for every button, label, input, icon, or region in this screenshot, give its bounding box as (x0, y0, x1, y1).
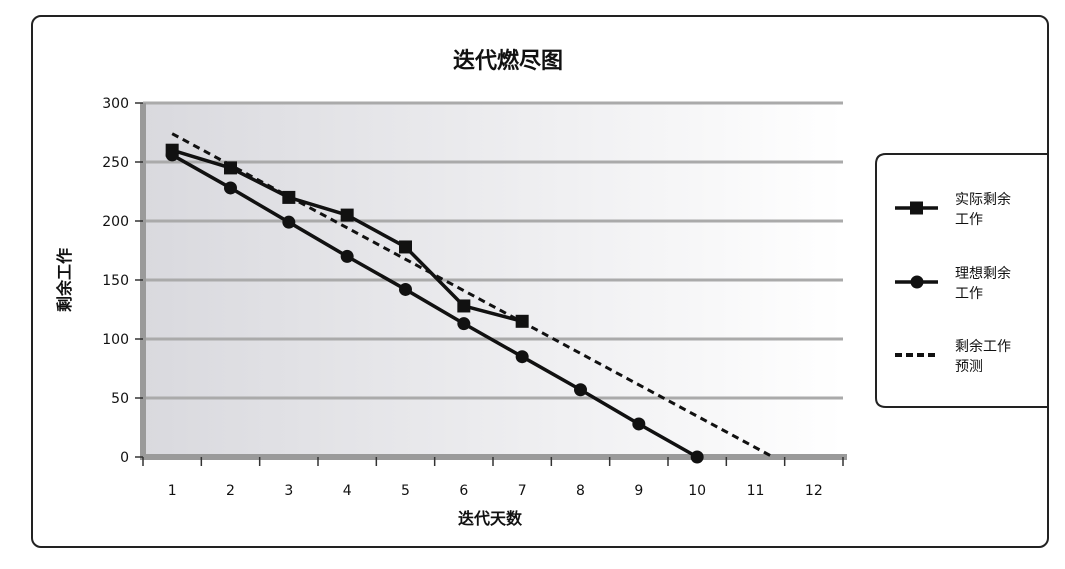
x-tick-label: 6 (459, 483, 468, 499)
series-2-point (165, 148, 179, 162)
y-axis-title: 剩余工作 (55, 248, 74, 312)
y-axis-ticks: 0 50 100 150 200 250 300 (102, 96, 143, 466)
legend-box (875, 153, 1047, 408)
x-tick-label: 1 (168, 483, 177, 499)
series-2-point (690, 450, 704, 464)
y-tick-label: 0 (120, 450, 129, 466)
x-tick-label: 5 (401, 483, 410, 499)
series-3-line (171, 132, 774, 459)
series-2-point (340, 249, 354, 263)
x-tick-label: 12 (805, 483, 823, 499)
x-tick-label: 8 (576, 483, 585, 499)
series-2-line (171, 153, 699, 459)
y-tick-label: 150 (102, 273, 129, 289)
legend-item-3-label: 预测 (955, 359, 983, 375)
legend-item-2-label: 工作 (955, 286, 983, 302)
y-tick-label: 250 (102, 155, 129, 171)
series-2-point (515, 350, 529, 364)
x-tick-label: 9 (634, 483, 643, 499)
y-tick-label: 200 (102, 214, 129, 230)
x-tick-label: 2 (226, 483, 235, 499)
x-axis-ticks: 1 2 3 4 5 6 7 8 9 10 11 12 (142, 457, 844, 499)
legend-item-2-label: 理想剩余 (955, 265, 1011, 282)
legend-item-1-label: 工作 (955, 212, 983, 228)
y-tick-label: 300 (102, 96, 129, 112)
series-lines (165, 132, 774, 464)
y-tick-label: 100 (102, 332, 129, 348)
x-tick-label: 4 (343, 483, 352, 499)
x-tick-label: 10 (688, 483, 706, 499)
y-tick-label: 50 (111, 391, 129, 407)
x-tick-label: 7 (518, 483, 527, 499)
legend-item-3-label: 剩余工作 (955, 338, 1011, 355)
series-1-point (399, 240, 412, 254)
x-axis-title: 迭代天数 (458, 509, 523, 528)
series-2-point (632, 417, 646, 431)
series-2-point (457, 317, 471, 331)
x-tick-label: 11 (747, 483, 765, 499)
series-2-point (574, 383, 587, 397)
series-1-point (340, 208, 354, 222)
series-1-point (457, 299, 471, 313)
series-2-point (399, 282, 412, 296)
series-2-point (224, 181, 237, 195)
chart-title: 迭代燃尽图 (453, 48, 563, 74)
legend-item-2-marker (910, 275, 924, 289)
x-tick-label: 3 (284, 483, 293, 499)
legend-item-1-marker (910, 201, 923, 215)
series-2-point (282, 215, 296, 229)
legend-item-1-label: 实际剩余 (955, 191, 1011, 208)
